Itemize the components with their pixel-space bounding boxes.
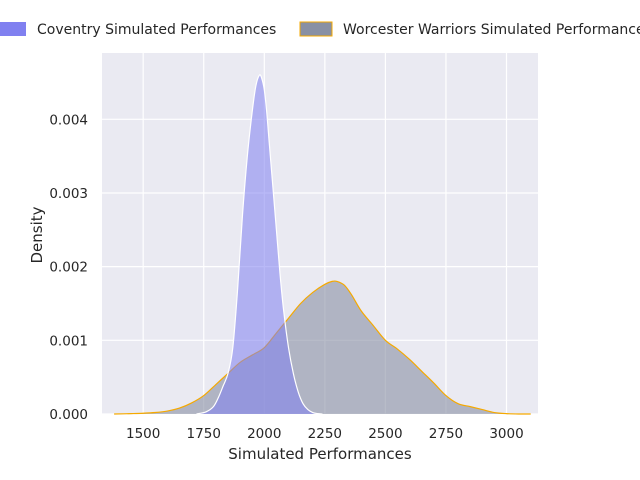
legend: Coventry Simulated Performances Worceste… — [0, 21, 640, 38]
y-tick-label: 0.001 — [49, 333, 88, 349]
y-tick-label: 0.000 — [49, 407, 88, 423]
x-axis-label: Simulated Performances — [228, 445, 412, 463]
y-tick-label: 0.003 — [49, 186, 88, 202]
area-worcester — [114, 280, 531, 414]
legend-label-worcester: Worcester Warriors Simulated Performance… — [343, 22, 640, 38]
y-axis-ticks: 0.000 0.001 0.002 0.003 0.004 — [49, 112, 88, 423]
x-axis-ticks: 1500 1750 2000 2250 2500 2750 3000 — [126, 426, 524, 442]
x-tick-label: 2000 — [247, 426, 281, 442]
line-worcester — [114, 280, 531, 415]
area-coventry — [196, 74, 323, 415]
x-tick-label: 2500 — [368, 426, 402, 442]
x-tick-label: 1750 — [187, 426, 221, 442]
series-layer — [114, 74, 531, 415]
x-tick-label: 1500 — [126, 426, 160, 442]
legend-swatch-coventry — [0, 22, 26, 36]
legend-label-coventry: Coventry Simulated Performances — [37, 22, 276, 38]
x-tick-label: 2750 — [429, 426, 463, 442]
legend-swatch-worcester — [299, 21, 333, 37]
y-tick-label: 0.004 — [49, 112, 88, 128]
x-tick-label: 2250 — [308, 426, 342, 442]
y-tick-label: 0.002 — [49, 260, 88, 276]
x-tick-label: 3000 — [489, 426, 523, 442]
line-coventry — [196, 74, 323, 415]
y-axis-label: Density — [28, 206, 46, 263]
